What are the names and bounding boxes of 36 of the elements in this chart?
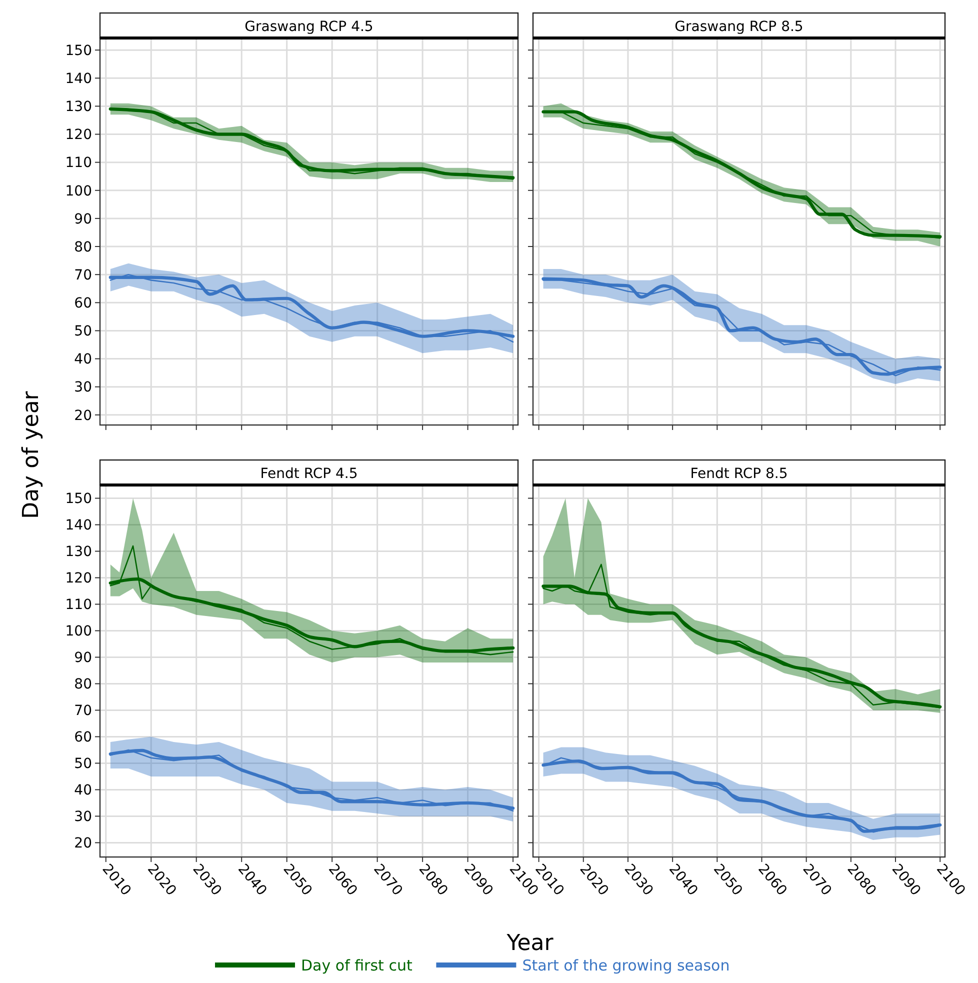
y-tick-label: 120 xyxy=(65,127,92,144)
y-tick-label: 70 xyxy=(74,703,92,720)
y-tick-label: 90 xyxy=(74,650,92,666)
chart-title: Fendt RCP 4.5 xyxy=(260,466,358,482)
y-tick-label: 130 xyxy=(65,544,92,560)
y-tick-label: 80 xyxy=(74,676,92,693)
y-tick-label: 100 xyxy=(65,624,92,640)
y-tick-label: 140 xyxy=(65,71,92,88)
y-tick-label: 60 xyxy=(74,296,92,312)
y-tick-label: 50 xyxy=(74,756,92,772)
y-tick-label: 110 xyxy=(65,597,92,614)
x-axis-title: Year xyxy=(506,931,554,956)
y-tick-label: 150 xyxy=(65,42,92,59)
y-tick-label: 80 xyxy=(74,239,92,256)
chart-title: Graswang RCP 8.5 xyxy=(674,19,804,35)
y-tick-label: 150 xyxy=(65,491,92,508)
y-tick-label: 140 xyxy=(65,518,92,534)
y-tick-label: 60 xyxy=(74,730,92,746)
y-tick-label: 40 xyxy=(74,782,92,799)
y-tick-label: 70 xyxy=(74,267,92,284)
y-tick-label: 30 xyxy=(74,380,92,396)
chart-title: Fendt RCP 8.5 xyxy=(690,466,788,482)
y-tick-label: 120 xyxy=(65,570,92,587)
y-tick-label: 50 xyxy=(74,324,92,340)
y-tick-label: 20 xyxy=(74,836,92,852)
y-tick-label: 30 xyxy=(74,809,92,826)
chart-title: Graswang RCP 4.5 xyxy=(244,19,374,35)
y-tick-label: 90 xyxy=(74,211,92,228)
text: Start of the growing season xyxy=(522,956,730,974)
y-tick-label: 40 xyxy=(74,352,92,368)
text: Day of first cut xyxy=(301,956,412,974)
y-tick-label: 130 xyxy=(65,99,92,116)
y-tick-label: 20 xyxy=(74,408,92,424)
y-tick-label: 100 xyxy=(65,183,92,200)
y-tick-label: 110 xyxy=(65,155,92,172)
y-axis-title: Day of year xyxy=(19,390,44,519)
